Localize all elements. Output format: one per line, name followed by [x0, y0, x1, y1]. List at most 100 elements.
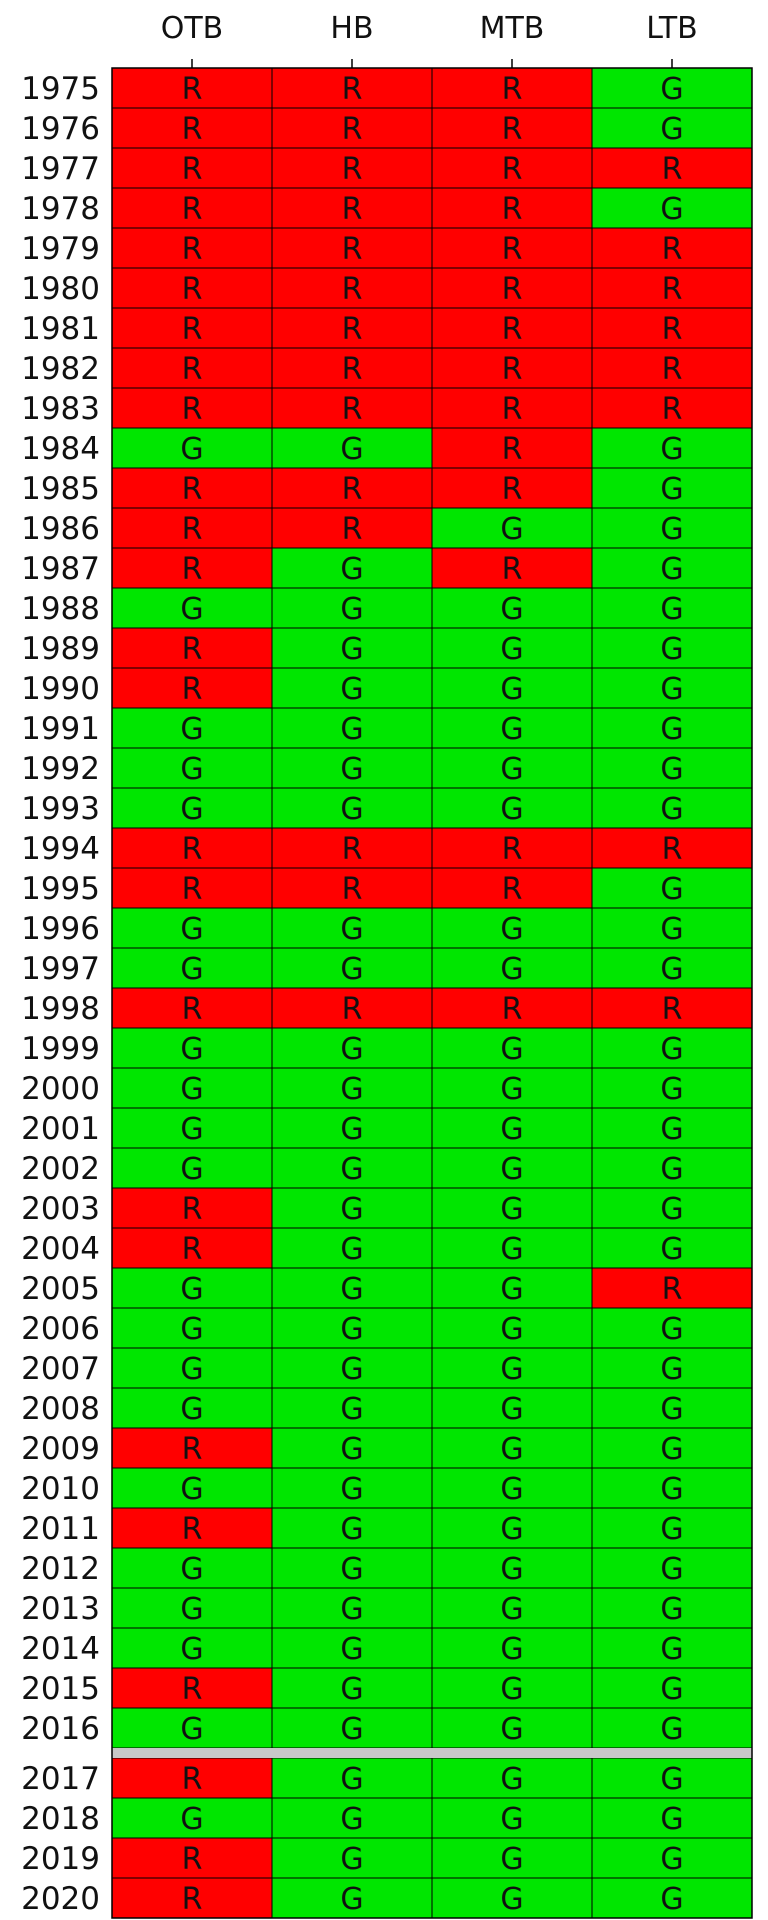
cell-value-label: G — [660, 672, 683, 707]
cell-value-label: G — [500, 1552, 523, 1587]
cell-value-label: G — [500, 1712, 523, 1747]
cell-value-label: G — [500, 1112, 523, 1147]
cell-value-label: G — [180, 912, 203, 947]
cell-value-label: G — [660, 472, 683, 507]
row-label: 1991 — [21, 711, 100, 747]
row-label: 2012 — [21, 1551, 100, 1587]
cell-value-label: G — [660, 432, 683, 467]
column-label: HB — [330, 11, 373, 46]
cell-value-label: R — [342, 872, 363, 907]
cell-value-label: G — [660, 872, 683, 907]
row-label: 2002 — [21, 1151, 100, 1187]
cell-value-label: G — [500, 1632, 523, 1667]
cell-value-label: R — [342, 832, 363, 867]
cell-value-label: G — [340, 792, 363, 827]
cell-value-label: G — [500, 1232, 523, 1267]
cell-value-label: G — [180, 792, 203, 827]
cell-value-label: G — [500, 632, 523, 667]
cell-value-label: G — [340, 632, 363, 667]
row-label: 2014 — [21, 1631, 100, 1667]
cell-value-label: G — [500, 672, 523, 707]
row-label: 2011 — [21, 1511, 100, 1547]
cell-value-label: G — [340, 752, 363, 787]
cell-value-label: G — [500, 1152, 523, 1187]
row-label: 2010 — [21, 1471, 100, 1507]
cell-value-label: G — [660, 72, 683, 107]
cell-value-label: R — [182, 312, 203, 347]
cell-value-label: R — [182, 392, 203, 427]
cell-value-label: R — [342, 472, 363, 507]
cell-value-label: R — [342, 112, 363, 147]
cell-value-label: R — [182, 112, 203, 147]
cell-value-label: G — [180, 1312, 203, 1347]
row-label: 2019 — [21, 1841, 100, 1877]
cell-value-label: G — [660, 1592, 683, 1627]
cell-value-label: G — [340, 1072, 363, 1107]
cell-value-label: R — [182, 552, 203, 587]
cell-value-label: R — [342, 512, 363, 547]
cell-value-label: R — [502, 192, 523, 227]
row-label: 1988 — [21, 591, 100, 627]
cell-value-label: R — [502, 232, 523, 267]
cell-value-label: R — [662, 392, 683, 427]
cell-value-label: R — [182, 1882, 203, 1917]
cell-value-label: G — [340, 1762, 363, 1797]
cell-value-label: R — [662, 1272, 683, 1307]
cell-value-label: R — [182, 352, 203, 387]
cell-value-label: G — [500, 792, 523, 827]
cell-value-label: G — [660, 1882, 683, 1917]
cell-value-label: G — [340, 1272, 363, 1307]
cell-value-label: G — [660, 1232, 683, 1267]
cell-value-label: R — [342, 352, 363, 387]
cell-value-label: R — [502, 312, 523, 347]
cell-value-label: G — [340, 1032, 363, 1067]
cell-value-label: R — [342, 152, 363, 187]
cell-value-label: G — [340, 1312, 363, 1347]
cell-value-label: G — [180, 952, 203, 987]
cell-value-label: G — [180, 432, 203, 467]
cell-value-label: R — [342, 392, 363, 427]
row-label: 1998 — [21, 991, 100, 1027]
cell-value-label: G — [500, 1802, 523, 1837]
cell-value-label: R — [502, 432, 523, 467]
cell-value-label: G — [340, 672, 363, 707]
cell-value-label: G — [660, 1762, 683, 1797]
cell-value-label: G — [660, 1112, 683, 1147]
row-label: 1983 — [21, 391, 100, 427]
row-label: 1995 — [21, 871, 100, 907]
cell-value-label: G — [500, 1272, 523, 1307]
cell-value-label: G — [180, 1632, 203, 1667]
cell-value-label: R — [662, 992, 683, 1027]
cell-value-label: G — [500, 1842, 523, 1877]
row-label: 1987 — [21, 551, 100, 587]
cell-value-label: G — [500, 752, 523, 787]
cell-value-label: R — [182, 1672, 203, 1707]
cell-value-label: R — [182, 232, 203, 267]
cell-value-label: R — [182, 152, 203, 187]
cell-value-label: G — [660, 1632, 683, 1667]
cell-value-label: R — [502, 72, 523, 107]
cell-value-label: G — [180, 1802, 203, 1837]
cell-value-label: R — [342, 272, 363, 307]
cell-value-label: G — [500, 1352, 523, 1387]
row-label: 2015 — [21, 1671, 100, 1707]
cell-value-label: R — [182, 272, 203, 307]
cell-value-label: R — [502, 392, 523, 427]
cell-value-label: G — [500, 1432, 523, 1467]
cell-value-label: R — [342, 312, 363, 347]
row-label: 1980 — [21, 271, 100, 307]
cell-value-label: G — [500, 592, 523, 627]
cell-value-label: G — [180, 1552, 203, 1587]
cell-value-label: G — [340, 1592, 363, 1627]
cell-value-label: G — [660, 1192, 683, 1227]
cell-value-label: G — [660, 1552, 683, 1587]
cell-value-label: G — [660, 1072, 683, 1107]
cell-value-label: G — [180, 1712, 203, 1747]
cell-value-label: G — [180, 1592, 203, 1627]
cell-value-label: R — [662, 152, 683, 187]
cell-value-label: G — [340, 1712, 363, 1747]
cell-value-label: R — [182, 632, 203, 667]
cell-value-label: G — [500, 952, 523, 987]
cell-value-label: G — [660, 1472, 683, 1507]
